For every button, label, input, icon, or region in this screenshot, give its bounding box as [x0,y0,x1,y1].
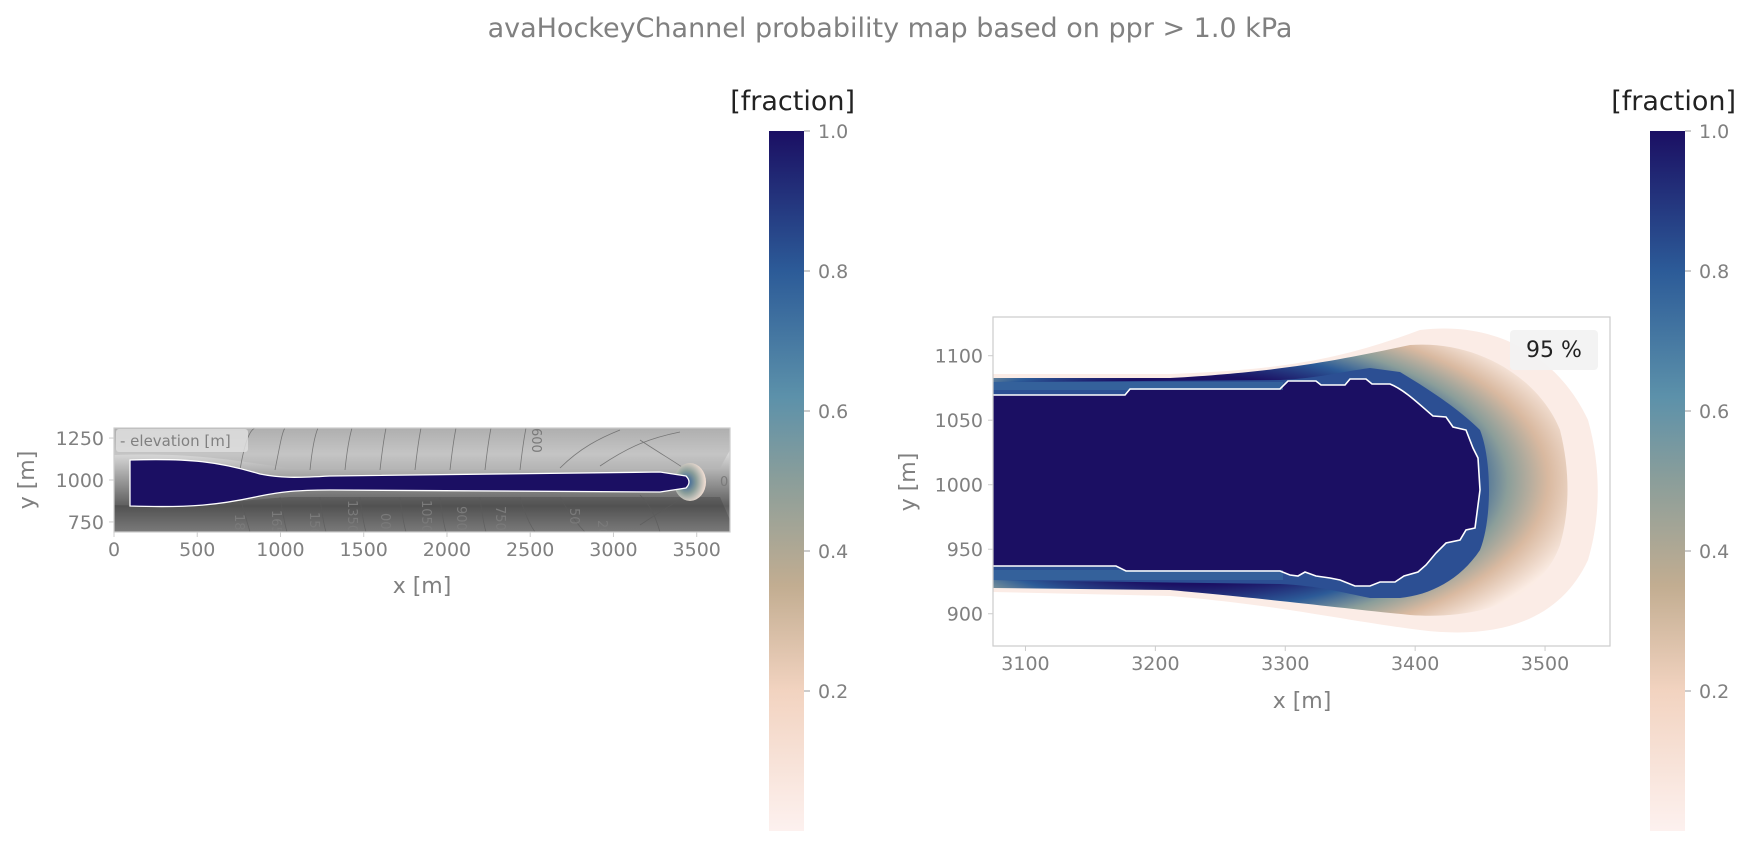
overview-x-ticks: 0 500 1000 1500 2000 2500 3000 3500 [108,532,721,561]
contour-label: 1050 [418,500,433,533]
contour-label: 150 [306,512,321,537]
colorbar-tick-label: 0.6 [1699,401,1729,423]
zoom-colorbar-label: [fraction] [1611,86,1736,117]
zoom-panel: 95 % 3100 3200 3300 3400 3500 900 950 1000 1050… [896,316,1611,714]
x-tick-label: 500 [179,539,215,561]
contour-annotation-box [1510,330,1598,370]
colorbar-tick-label: 0.4 [818,541,848,563]
contour-label: 50 [566,508,581,525]
x-tick-label: 3300 [1261,653,1309,675]
y-tick-label: 1100 [935,346,983,368]
zoom-colorbar-ticks: 0.2 0.4 0.6 0.8 1.0 [1685,121,1729,703]
x-tick-label: 3000 [589,539,637,561]
y-tick-label: 1250 [56,428,104,450]
overview-x-label: x [m] [393,574,452,599]
colorbar-tick-label: 1.0 [818,121,848,143]
colorbar-tick-label: 0.4 [1699,541,1729,563]
contour-label: 180 [231,514,246,539]
contour-label: 20 [594,520,609,537]
x-tick-label: 1000 [256,539,304,561]
overview-ridge-shading [114,428,730,468]
y-tick-label: 900 [947,604,983,626]
zoom-axes-frame [992,316,1611,647]
y-tick-label: 1000 [935,475,983,497]
contour-label-top: 600 [528,428,543,453]
x-tick-label: 3500 [673,539,721,561]
x-tick-label: 3400 [1391,653,1439,675]
x-tick-label: 3500 [1521,653,1569,675]
x-tick-label: 0 [108,539,120,561]
zoom-y-ticks: 900 950 1000 1050 1100 [935,346,993,626]
overview-95-contour [129,458,690,508]
overview-colorbar-ticks: 0.2 0.4 0.6 0.8 1.0 [804,121,848,703]
x-tick-label: 1500 [340,539,388,561]
zoom-left-sliver-top [993,382,1283,390]
figure-title: avaHockeyChannel probability map based o… [488,13,1293,44]
zoom-probability-core [993,379,1480,586]
overview-colorbar-label: [fraction] [730,86,855,117]
zoom-y-label: y [m] [896,453,921,512]
colorbar-tick-label: 0.8 [1699,261,1729,283]
zoom-95-contour [993,378,1481,587]
colorbar-tick-label: 0.2 [818,681,848,703]
y-tick-label: 1000 [56,470,104,492]
colorbar-tick-label: 1.0 [1699,121,1729,143]
y-tick-label: 1050 [935,410,983,432]
zoom-x-ticks: 3100 3200 3300 3400 3500 [1001,646,1569,675]
colorbar-tick-label: 0.2 [1699,681,1729,703]
contour-label: 900 [453,506,468,531]
contour-label: 1350 [344,500,359,533]
colorbar-tick-label: 0.6 [818,401,848,423]
x-tick-label: 2500 [506,539,554,561]
elevation-label-box [116,429,248,452]
x-tick-label: 2000 [423,539,471,561]
overview-probability-region [130,459,689,507]
elevation-label: - elevation [m] [120,432,231,450]
overview-y-ticks: 750 1000 1250 [56,428,114,534]
contour-label: 00 [377,513,392,530]
overview-runout-fringe [674,463,706,501]
y-tick-label: 750 [68,512,104,534]
overview-trough-shading [114,497,730,532]
overview-colorbar-gradient [769,131,804,831]
overview-y-label: y [m] [15,451,40,510]
zoom-left-sliver-bottom [993,570,1283,580]
contour-label: 0 [720,475,728,490]
overview-panel: 180 1650 150 1350 00 1050 900 750 50 20 … [15,427,731,599]
colorbar-tick-label: 0.8 [818,261,848,283]
elevation-contours [239,428,701,532]
contour-label: 1650 [268,510,283,543]
contour-label: 750 [492,506,507,531]
zoom-x-label: x [m] [1273,689,1332,714]
zoom-colorbar: [fraction] 0.2 0.4 0.6 0.8 1.0 [1611,86,1736,831]
y-tick-label: 950 [947,539,983,561]
overview-colorbar: [fraction] 0.2 0.4 0.6 0.8 1.0 [730,86,855,831]
contour-annotation: 95 % [1526,338,1582,363]
x-tick-label: 3200 [1131,653,1179,675]
zoom-colorbar-gradient [1650,131,1685,831]
x-tick-label: 3100 [1001,653,1049,675]
